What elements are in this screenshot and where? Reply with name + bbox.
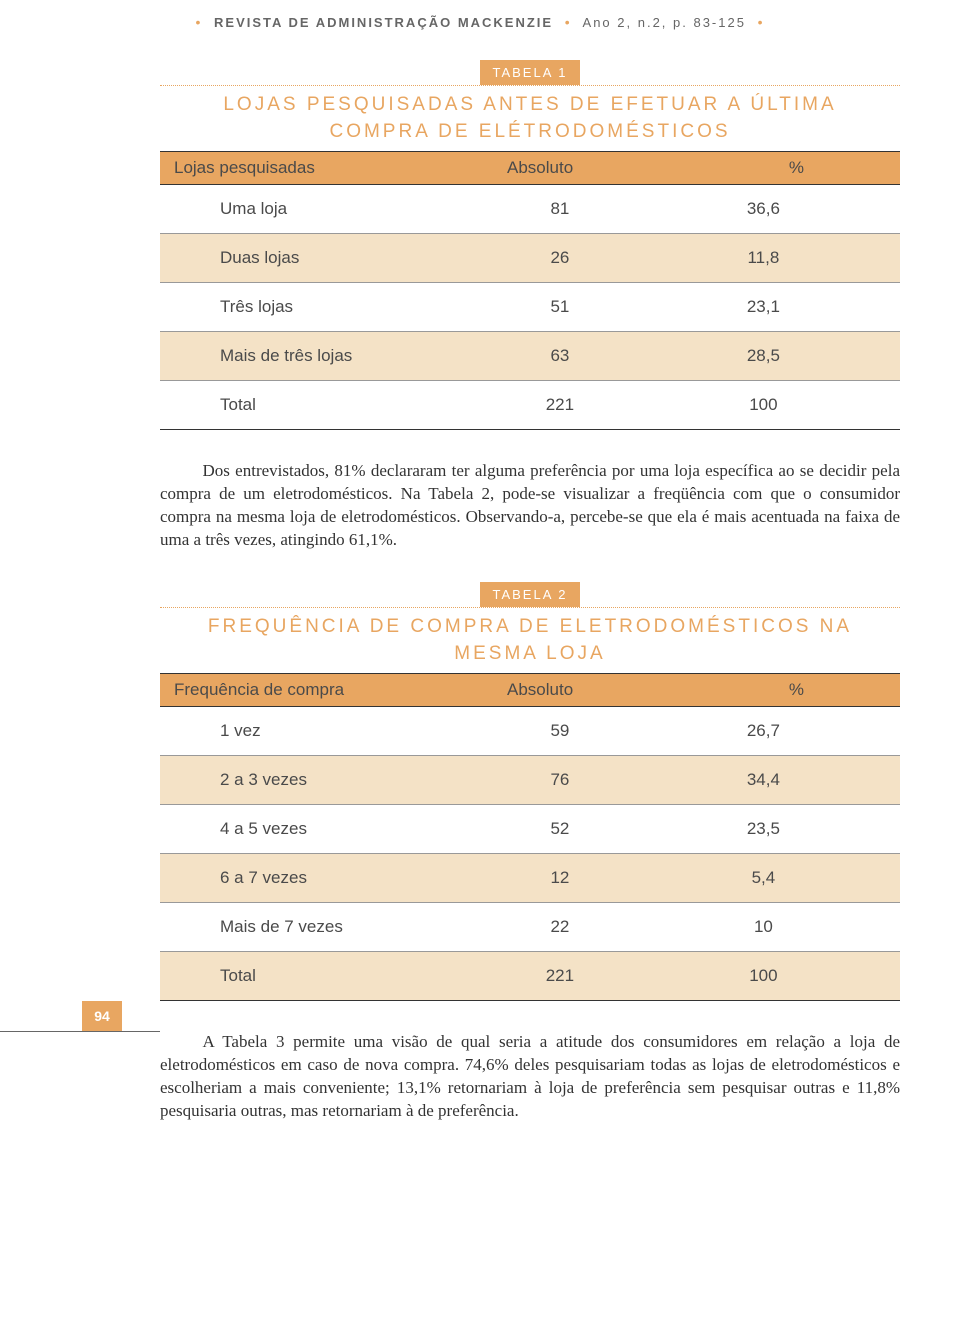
page-number-line	[0, 1031, 160, 1032]
table-row: Total 221 100	[160, 381, 900, 430]
paragraph-1: Dos entrevistados, 81% declararam ter al…	[160, 460, 900, 552]
table2-col1: Absoluto	[493, 674, 693, 707]
cell: 59	[493, 707, 693, 756]
bullet-icon: •	[752, 14, 771, 30]
table1-header-row: Lojas pesquisadas Absoluto %	[160, 152, 900, 185]
cell: 221	[493, 952, 693, 1001]
page-number-box: 94	[82, 1001, 122, 1031]
cell: 63	[493, 332, 693, 381]
table-row: Uma loja 81 36,6	[160, 185, 900, 234]
content-area: TABELA 1 LOJAS PESQUISADAS ANTES DE EFET…	[0, 60, 960, 1123]
table1-title: LOJAS PESQUISADAS ANTES DE EFETUAR A ÚLT…	[160, 86, 900, 151]
cell: Mais de 7 vezes	[160, 903, 493, 952]
cell: 1 vez	[160, 707, 493, 756]
table1-col1: Absoluto	[493, 152, 693, 185]
table-row: Duas lojas 26 11,8	[160, 234, 900, 283]
table1: Lojas pesquisadas Absoluto % Uma loja 81…	[160, 151, 900, 430]
table2-tag: TABELA 2	[480, 582, 579, 607]
cell: 26	[493, 234, 693, 283]
table-row: 2 a 3 vezes 76 34,4	[160, 756, 900, 805]
cell: 2 a 3 vezes	[160, 756, 493, 805]
page: • REVISTA DE ADMINISTRAÇÃO MACKENZIE • A…	[0, 0, 960, 1123]
cell: 23,1	[693, 283, 900, 332]
cell: Uma loja	[160, 185, 493, 234]
cell: 23,5	[693, 805, 900, 854]
cell: 22	[493, 903, 693, 952]
cell: 52	[493, 805, 693, 854]
cell: 26,7	[693, 707, 900, 756]
table-row: Mais de 7 vezes 22 10	[160, 903, 900, 952]
cell: 34,4	[693, 756, 900, 805]
bullet-icon: •	[189, 14, 208, 30]
table1-tag-row: TABELA 1	[160, 60, 900, 86]
cell: 12	[493, 854, 693, 903]
cell: 51	[493, 283, 693, 332]
table-row: 1 vez 59 26,7	[160, 707, 900, 756]
cell: Total	[160, 381, 493, 430]
table2: Frequência de compra Absoluto % 1 vez 59…	[160, 673, 900, 1001]
table2-col2: %	[693, 674, 900, 707]
cell: 221	[493, 381, 693, 430]
table1-col2: %	[693, 152, 900, 185]
cell: 10	[693, 903, 900, 952]
table2-wrap: TABELA 2 FREQUÊNCIA DE COMPRA DE ELETROD…	[160, 582, 900, 1001]
cell: 36,6	[693, 185, 900, 234]
table-row: 6 a 7 vezes 12 5,4	[160, 854, 900, 903]
cell: 100	[693, 952, 900, 1001]
table2-header-row: Frequência de compra Absoluto %	[160, 674, 900, 707]
cell: 76	[493, 756, 693, 805]
table-row: Mais de três lojas 63 28,5	[160, 332, 900, 381]
cell: 11,8	[693, 234, 900, 283]
table2-title: FREQUÊNCIA DE COMPRA DE ELETRODOMÉSTICOS…	[160, 608, 900, 673]
table1-tag: TABELA 1	[480, 60, 579, 85]
cell: 100	[693, 381, 900, 430]
table2-col0: Frequência de compra	[160, 674, 493, 707]
cell: 81	[493, 185, 693, 234]
cell: Duas lojas	[160, 234, 493, 283]
table-row: Total 221 100	[160, 952, 900, 1001]
paragraph-2: A Tabela 3 permite uma visão de qual ser…	[160, 1031, 900, 1123]
table1-col0: Lojas pesquisadas	[160, 152, 493, 185]
table1-title-line2: COMPRA DE ELÉTRODOMÉSTICOS	[329, 121, 730, 142]
cell: 6 a 7 vezes	[160, 854, 493, 903]
cell: 4 a 5 vezes	[160, 805, 493, 854]
cell: 28,5	[693, 332, 900, 381]
table2-title-line1: FREQUÊNCIA DE COMPRA DE ELETRODOMÉSTICOS…	[208, 616, 852, 637]
bullet-icon: •	[559, 14, 578, 30]
table-row: 4 a 5 vezes 52 23,5	[160, 805, 900, 854]
cell: Total	[160, 952, 493, 1001]
cell: Três lojas	[160, 283, 493, 332]
issue-info: Ano 2, n.2, p. 83-125	[583, 15, 746, 30]
table2-tag-row: TABELA 2	[160, 582, 900, 608]
table1-title-line1: LOJAS PESQUISADAS ANTES DE EFETUAR A ÚLT…	[223, 94, 836, 115]
journal-title: REVISTA DE ADMINISTRAÇÃO MACKENZIE	[214, 15, 553, 30]
running-header: • REVISTA DE ADMINISTRAÇÃO MACKENZIE • A…	[0, 0, 960, 60]
table-row: Três lojas 51 23,1	[160, 283, 900, 332]
cell: 5,4	[693, 854, 900, 903]
table1-wrap: TABELA 1 LOJAS PESQUISADAS ANTES DE EFET…	[160, 60, 900, 430]
cell: Mais de três lojas	[160, 332, 493, 381]
table2-title-line2: MESMA LOJA	[454, 643, 605, 664]
